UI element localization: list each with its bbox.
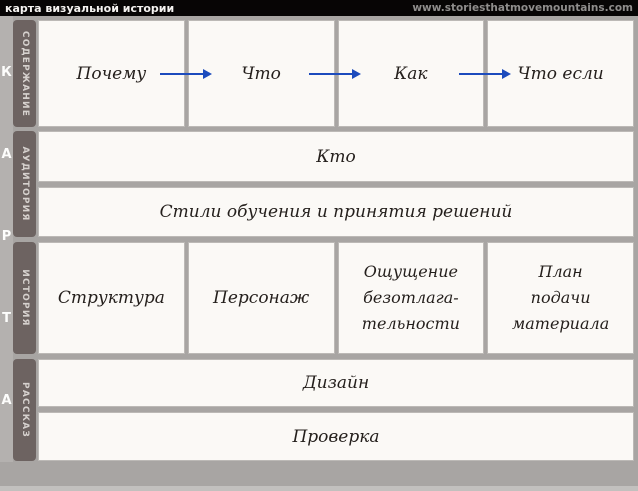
acronym-letter: Р — [1, 229, 12, 244]
section-tab-telling: РАССКАЗ — [13, 359, 36, 461]
acronym-strip: К А Р Т А — [0, 16, 13, 462]
story-cell-character: Персонаж — [187, 242, 335, 354]
cell-label: Как — [394, 63, 428, 84]
cell-label: Что если — [517, 63, 604, 84]
acronym-letter: К — [1, 65, 12, 80]
section-tab-label: АУДИТОРИЯ — [19, 146, 30, 222]
audience-row: Стили обучения и принятия решений — [38, 187, 634, 237]
story-cell-structure: Структура — [38, 242, 185, 354]
section-tab-story: ИСТОРИЯ — [13, 242, 36, 354]
content-row: Почему Что Как Что если — [38, 20, 634, 127]
story-cell-design: Дизайн — [38, 359, 634, 407]
cell-label: Проверка — [292, 426, 380, 447]
story-cell-who: Кто — [38, 131, 634, 182]
cell-label: Персонаж — [213, 288, 310, 308]
acronym-letter: А — [1, 147, 12, 162]
story-cell-delivery-plan: План подачи материала — [487, 242, 634, 354]
audience-row: Кто — [38, 131, 634, 182]
story-cell-what-if: Что если — [487, 20, 634, 127]
website-url: www.storiesthatmovemountains.com — [412, 2, 633, 14]
section-tab-content: СОДЕРЖАНИЕ — [13, 20, 36, 127]
section-tab-label: СОДЕРЖАНИЕ — [19, 30, 30, 117]
cell-label: Структура — [57, 288, 165, 308]
section-tab-label: РАССКАЗ — [19, 382, 30, 438]
arrow-right-icon — [459, 69, 511, 79]
story-cell-urgency: Ощущение безотлага- тельности — [337, 242, 485, 354]
telling-row: Проверка — [38, 412, 634, 461]
bottom-edge — [0, 486, 638, 491]
acronym-letter: А — [1, 393, 12, 408]
cell-label: Что — [241, 63, 281, 84]
cell-label: Стили обучения и принятия решений — [159, 202, 513, 222]
title-bar: карта визуальной истории www.storiesthat… — [0, 0, 638, 16]
cell-label: Дизайн — [302, 373, 370, 393]
telling-row: Дизайн — [38, 359, 634, 407]
cell-label: Кто — [316, 146, 356, 167]
section-tab-label: ИСТОРИЯ — [19, 269, 30, 327]
story-cell-learning-styles: Стили обучения и принятия решений — [38, 187, 634, 237]
story-cell-check: Проверка — [38, 412, 634, 461]
arrow-right-icon — [160, 69, 212, 79]
section-tab-audience: АУДИТОРИЯ — [13, 131, 36, 237]
page-title: карта визуальной истории — [5, 1, 175, 15]
cell-label: План подачи материала — [511, 262, 610, 333]
cell-label: Почему — [76, 63, 147, 84]
acronym-letter: Т — [2, 311, 11, 326]
cell-label: Ощущение безотлага- тельности — [361, 262, 460, 333]
arrow-right-icon — [309, 69, 361, 79]
story-row: Структура Персонаж Ощущение безотлага- т… — [38, 242, 634, 354]
